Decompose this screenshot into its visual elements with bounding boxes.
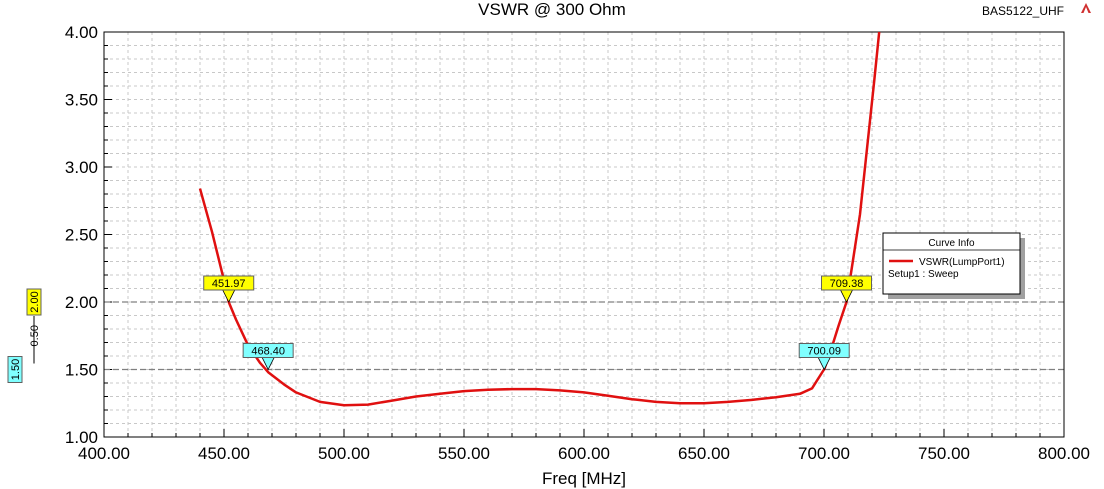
x-tick-label: 600.00: [558, 444, 610, 463]
y-tick-label: 2.50: [65, 226, 98, 245]
marker-label: 451.97: [212, 278, 246, 290]
x-tick-label: 550.00: [438, 444, 490, 463]
project-name: BAS5122_UHF: [981, 4, 1064, 18]
svg-text:1.50: 1.50: [10, 359, 22, 380]
y-tick-label: 3.50: [65, 91, 98, 110]
y-tick-label: 1.00: [65, 428, 98, 447]
plot-frame: [103, 31, 1065, 438]
legend-entry: VSWR(LumpPort1): [919, 257, 1005, 268]
x-axis-label: Freq [MHz]: [542, 469, 626, 488]
x-tick-label: 700.00: [798, 444, 850, 463]
chart-title: VSWR @ 300 Ohm: [478, 0, 626, 19]
y-tick-label: 2.00: [65, 293, 98, 312]
x-tick-label: 750.00: [918, 444, 970, 463]
y-tick-label: 3.00: [65, 158, 98, 177]
x-tick-label: 650.00: [678, 444, 730, 463]
legend-title: Curve Info: [928, 238, 975, 249]
marker-label-box: [203, 275, 255, 291]
legend-box[interactable]: [882, 232, 1021, 295]
reference-label-2: 2.00: [26, 288, 42, 316]
marker-label-box: [798, 343, 850, 358]
x-tick-label: 450.00: [198, 444, 250, 463]
x-tick-label: 400.00: [78, 444, 130, 463]
delta-label: 0.50: [29, 325, 41, 346]
marker-label: 700.09: [807, 346, 841, 358]
ansys-logo-icon[interactable]: [1080, 2, 1092, 14]
svg-text:2.00: 2.00: [29, 291, 41, 312]
marker-label-box: [821, 275, 873, 291]
marker-label: 468.40: [251, 346, 285, 358]
x-tick-label: 800.00: [1038, 444, 1090, 463]
x-tick-label: 500.00: [318, 444, 370, 463]
reference-label-1: 1.50: [7, 356, 23, 383]
marker-label: 709.38: [830, 278, 864, 290]
marker-label-box: [242, 343, 294, 358]
y-tick-label: 4.00: [65, 23, 98, 42]
y-tick-label: 1.50: [65, 361, 98, 380]
legend-setup: Setup1 : Sweep: [888, 269, 959, 280]
